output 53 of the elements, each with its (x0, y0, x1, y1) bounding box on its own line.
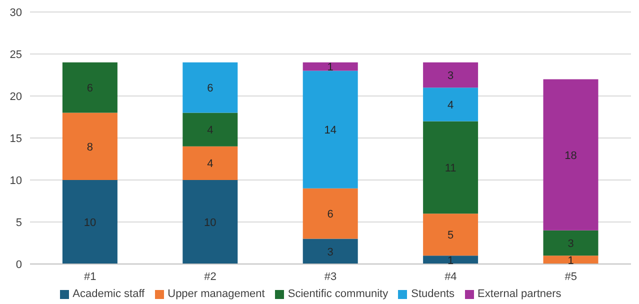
data-label: 11 (444, 162, 456, 174)
bar (302, 238, 358, 264)
bar (423, 62, 478, 88)
bar (543, 256, 598, 264)
bar (423, 256, 478, 264)
data-label: 6 (207, 82, 214, 95)
bar (182, 62, 238, 113)
data-label: 6 (86, 82, 94, 95)
legend-label: Scientific community (288, 288, 388, 300)
bar (543, 79, 598, 230)
data-label: 4 (207, 158, 214, 170)
data-label: 3 (568, 238, 574, 250)
bar (62, 62, 118, 113)
data-label: 10 (204, 217, 216, 229)
y-tick-label: 10 (10, 174, 22, 187)
data-label: 5 (447, 230, 454, 242)
data-label: 4 (447, 99, 454, 112)
bar (182, 112, 238, 146)
y-tick-label: 25 (10, 48, 22, 61)
bar (62, 180, 118, 264)
data-label: 18 (564, 150, 577, 162)
y-tick-label: 30 (10, 6, 22, 19)
legend-label: Students (411, 288, 455, 300)
data-label: 4 (207, 124, 214, 137)
data-label: 3 (327, 246, 334, 258)
legend-label: Upper management (168, 288, 265, 300)
x-tick-label: #2 (204, 270, 216, 283)
bar (302, 70, 358, 188)
bar (423, 88, 478, 122)
y-tick-label: 0 (16, 258, 22, 271)
x-tick-label: #3 (324, 270, 337, 283)
x-tick-label: #5 (564, 270, 578, 283)
data-label: 6 (327, 208, 334, 221)
y-tick-label: 5 (16, 216, 22, 229)
x-tick-label: #4 (444, 270, 457, 283)
bar (182, 180, 238, 264)
y-tick-label: 15 (10, 132, 22, 145)
data-label: 1 (327, 62, 334, 74)
legend-label: Academic staff (72, 288, 145, 300)
bar (423, 214, 478, 256)
data-label: 3 (447, 70, 454, 82)
data-label: 14 (324, 124, 336, 137)
data-label: 8 (86, 141, 94, 154)
data-label: 10 (84, 217, 96, 229)
bar (423, 121, 478, 214)
bar (302, 62, 358, 71)
legend-label: External partners (478, 288, 562, 300)
bar (182, 146, 238, 180)
bar (302, 188, 358, 239)
y-tick-label: 20 (10, 90, 22, 103)
bar (62, 112, 118, 180)
bar (543, 230, 598, 256)
x-tick-label: #1 (84, 270, 96, 283)
